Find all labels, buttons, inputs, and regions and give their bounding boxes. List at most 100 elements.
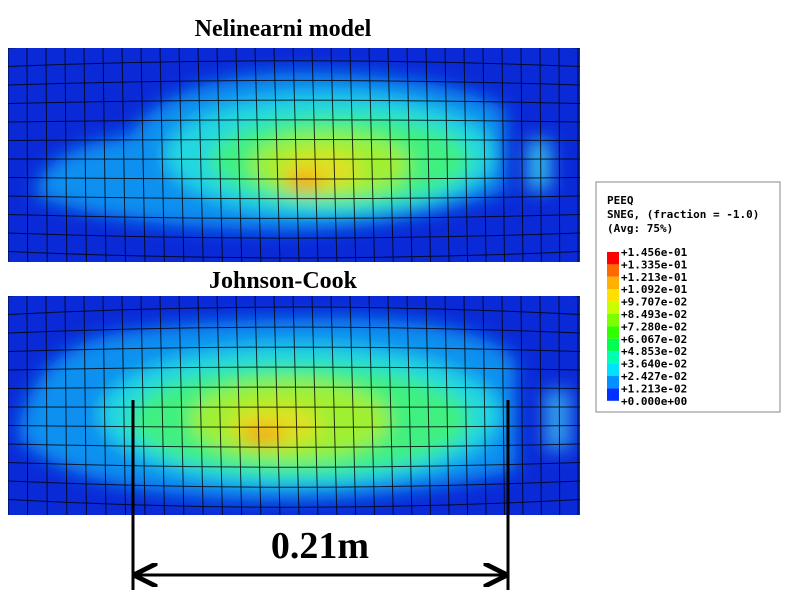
legend-box xyxy=(595,181,781,413)
legend-section: SNEG, (fraction = -1.0) xyxy=(607,208,759,221)
mesh-line xyxy=(8,499,580,508)
mesh-line xyxy=(387,48,394,262)
mesh-line xyxy=(197,296,204,515)
mesh-line xyxy=(482,48,487,262)
legend-swatch xyxy=(607,338,619,352)
mesh-line xyxy=(121,296,127,515)
legend-swatch xyxy=(607,289,619,302)
mesh-line xyxy=(368,296,375,515)
mesh-line xyxy=(159,48,165,262)
panel-title: Nelinearni model xyxy=(195,16,372,42)
mesh-line xyxy=(254,296,262,515)
mesh-line xyxy=(8,195,580,200)
legend-label: +6.067e-02 xyxy=(621,333,687,346)
legend-label: +4.853e-02 xyxy=(621,345,687,358)
legend-label: +1.335e-01 xyxy=(621,258,688,271)
legend-swatch xyxy=(607,388,619,401)
legend-label: +0.000e+00 xyxy=(621,395,687,408)
mesh-line xyxy=(463,296,469,515)
mesh-line xyxy=(292,296,300,515)
mesh-line xyxy=(387,296,394,515)
mesh-line xyxy=(83,48,87,262)
mesh-line xyxy=(8,462,580,468)
mesh-line xyxy=(216,296,223,515)
mesh-line xyxy=(216,48,223,262)
legend-swatch xyxy=(607,252,619,265)
mesh-line xyxy=(102,48,107,262)
mesh-line xyxy=(8,443,580,448)
mesh-line xyxy=(178,296,185,515)
mesh-line xyxy=(140,48,146,262)
mesh-line xyxy=(311,296,319,515)
mesh-line xyxy=(8,326,580,334)
mesh-line xyxy=(330,296,338,515)
mesh-line xyxy=(8,386,580,389)
mesh-line xyxy=(45,296,48,515)
mesh-line xyxy=(8,214,580,219)
mesh-line xyxy=(444,48,450,262)
mesh-line xyxy=(311,48,319,262)
mesh-line xyxy=(463,48,469,262)
mesh-line xyxy=(8,119,580,123)
panel-title: Johnson-Cook xyxy=(209,268,358,294)
mesh-line xyxy=(235,296,243,515)
mesh-line xyxy=(235,48,243,262)
legend-label: +1.456e-01 xyxy=(621,246,688,259)
mesh-line xyxy=(8,48,580,49)
mesh-line xyxy=(273,48,281,262)
mesh-line xyxy=(121,48,127,262)
dimension: 0.21m xyxy=(131,400,510,590)
mesh-line xyxy=(501,48,505,262)
contour-plot xyxy=(8,48,580,262)
mesh-line xyxy=(8,60,580,67)
mesh-line xyxy=(406,296,413,515)
mesh-line xyxy=(482,296,487,515)
legend-label: +1.213e-01 xyxy=(621,271,688,284)
mesh-line xyxy=(8,251,580,259)
mesh-line xyxy=(539,296,542,515)
legend-average: (Avg: 75%) xyxy=(607,222,673,235)
mesh-line xyxy=(330,48,338,262)
mesh-line xyxy=(8,232,580,239)
legend-swatch xyxy=(607,351,619,364)
mesh-line xyxy=(444,296,450,515)
legend-variable: PEEQ xyxy=(607,194,634,207)
mesh-line xyxy=(178,48,185,262)
legend-swatch xyxy=(607,301,619,314)
mesh-line xyxy=(8,425,580,428)
legend-label: +1.213e-02 xyxy=(621,382,687,395)
mesh-line xyxy=(159,296,165,515)
mesh-line xyxy=(254,48,262,262)
mesh-line xyxy=(425,48,431,262)
legend-swatch xyxy=(607,376,619,389)
mesh-line xyxy=(8,366,580,371)
mesh-line xyxy=(558,48,561,262)
mesh-line xyxy=(8,139,580,141)
mesh-line xyxy=(273,296,281,515)
mesh-line xyxy=(8,346,580,352)
mesh-line xyxy=(501,296,505,515)
legend-label: +9.707e-02 xyxy=(621,296,687,309)
legend-swatch xyxy=(607,276,619,290)
mesh-line xyxy=(520,296,524,515)
legend-swatch xyxy=(607,264,619,277)
mesh-line xyxy=(102,296,107,515)
mesh-line xyxy=(64,296,68,515)
mesh-line xyxy=(425,296,431,515)
mesh-line xyxy=(8,177,580,180)
legend-swatch xyxy=(607,363,619,376)
mesh-line xyxy=(349,48,357,262)
mesh-line xyxy=(368,48,375,262)
mesh-line xyxy=(8,306,580,315)
mesh-line xyxy=(197,48,204,262)
mesh-line xyxy=(140,296,146,515)
legend-swatch xyxy=(607,314,619,327)
legend-label: +3.640e-02 xyxy=(621,358,687,371)
legend-swatch xyxy=(607,326,619,339)
legend: PEEQ SNEG, (fraction = -1.0) (Avg: 75%) … xyxy=(595,181,781,413)
mesh-line xyxy=(8,99,580,104)
legend-label: +2.427e-02 xyxy=(621,370,687,383)
mesh-line xyxy=(83,296,87,515)
